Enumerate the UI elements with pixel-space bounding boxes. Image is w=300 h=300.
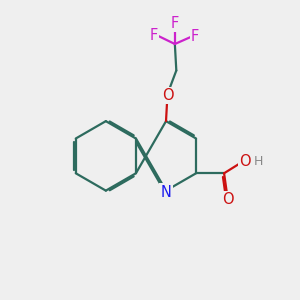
Text: F: F [149,28,158,43]
Text: O: O [162,88,173,103]
Text: F: F [171,16,179,31]
Text: O: O [222,192,233,207]
Text: O: O [239,154,251,169]
Text: H: H [254,155,263,168]
Text: N: N [160,184,171,200]
Text: F: F [191,29,199,44]
